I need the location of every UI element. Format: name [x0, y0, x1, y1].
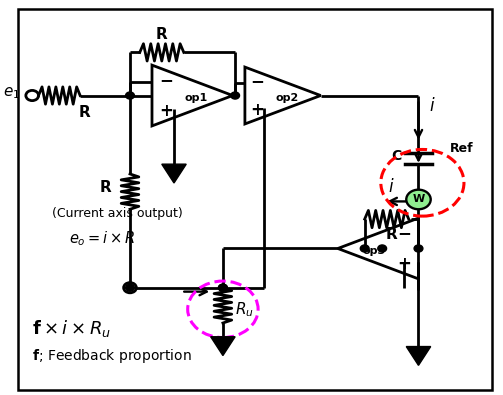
Text: (Current axis output): (Current axis output): [52, 207, 183, 220]
Text: op3: op3: [363, 246, 386, 256]
Polygon shape: [211, 337, 235, 356]
Text: $e_o = i \times R$: $e_o = i \times R$: [69, 229, 135, 248]
Text: R: R: [78, 105, 90, 120]
Text: R: R: [100, 180, 112, 195]
Text: −: −: [159, 71, 173, 89]
Text: +: +: [250, 101, 264, 119]
Circle shape: [231, 92, 239, 99]
Text: op1: op1: [185, 93, 208, 103]
Circle shape: [126, 92, 134, 99]
Text: R: R: [156, 26, 167, 41]
Text: $i$: $i$: [429, 97, 436, 115]
Text: $\mathbf{f} \times \mathbf{\mathit{i}} \times R_u$: $\mathbf{f} \times \mathbf{\mathit{i}} \…: [32, 318, 111, 339]
Text: Ref: Ref: [450, 142, 474, 155]
Circle shape: [406, 190, 431, 209]
Circle shape: [126, 284, 134, 291]
Polygon shape: [162, 164, 186, 183]
Polygon shape: [406, 346, 431, 365]
Text: $e_1$: $e_1$: [3, 86, 20, 102]
Text: +: +: [397, 255, 411, 273]
Text: $R_u$: $R_u$: [235, 300, 254, 319]
Circle shape: [378, 245, 387, 252]
Circle shape: [360, 245, 369, 252]
Circle shape: [218, 284, 227, 291]
Circle shape: [218, 284, 227, 291]
Text: −: −: [397, 224, 411, 242]
Text: W: W: [412, 194, 425, 205]
Text: $i$: $i$: [388, 178, 395, 196]
Circle shape: [414, 245, 423, 252]
Text: op2: op2: [276, 93, 299, 103]
Text: −: −: [250, 72, 264, 90]
Text: +: +: [159, 102, 173, 120]
Text: R: R: [386, 227, 397, 242]
Text: C: C: [391, 149, 401, 163]
Text: $\mathbf{f}$; Feedback proportion: $\mathbf{f}$; Feedback proportion: [32, 347, 192, 365]
